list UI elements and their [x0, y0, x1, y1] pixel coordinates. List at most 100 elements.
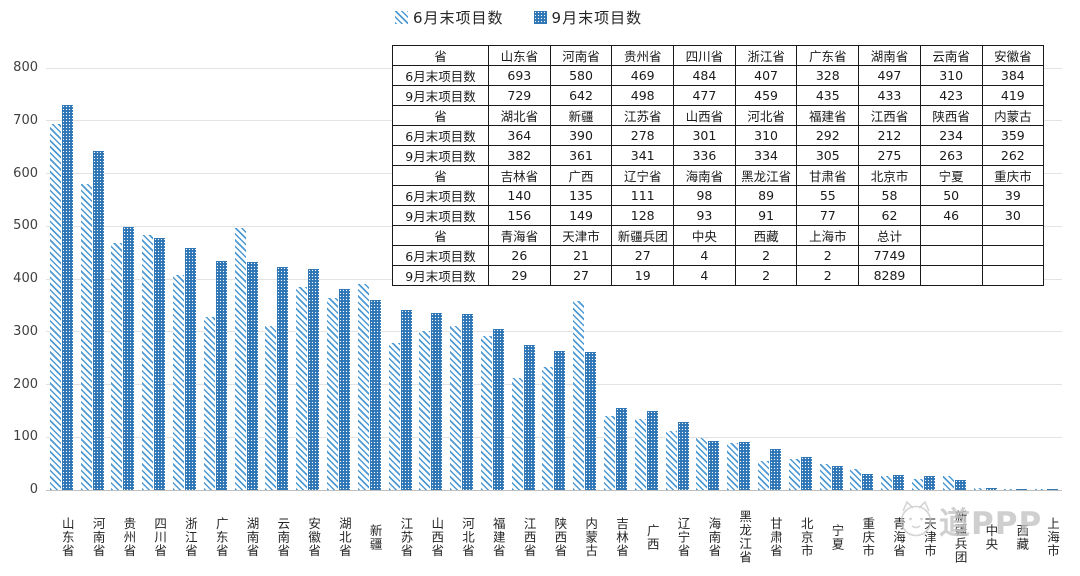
- table-row-header-cell: 6月末项目数: [392, 185, 489, 206]
- bar-sept: [954, 479, 966, 490]
- bar-june: [911, 478, 923, 490]
- bar-june: [388, 343, 400, 490]
- table-value-cell: 26: [488, 245, 551, 266]
- bar-group: 北京市: [785, 68, 816, 557]
- x-axis-category-label: 浙江省: [182, 516, 198, 558]
- table-row: 省吉林省 广西 辽宁省 海南省 黑龙江省 甘肃省 北京市 宁夏 重庆市: [392, 165, 1045, 186]
- table-value-cell: 93: [673, 205, 736, 226]
- x-axis-category-label: 河北省: [460, 516, 476, 558]
- y-axis-tick-label: 500: [13, 218, 38, 234]
- table-value-cell: 西藏: [734, 225, 798, 246]
- bar-group: 湖北省: [323, 68, 354, 557]
- bar-group: 宁夏: [816, 68, 847, 551]
- bar-sept: [492, 329, 504, 490]
- table-row-header-cell: 9月末项目数: [392, 265, 489, 286]
- table-row-header-cell: 省: [392, 105, 489, 126]
- bar-june: [881, 476, 893, 490]
- table-value-cell: 辽宁省: [611, 165, 675, 186]
- bar-group: 上海市: [1031, 68, 1062, 557]
- table-value-cell: 吉林省: [488, 165, 551, 186]
- table-row: 省青海省 天津市 新疆兵团 中央 西藏 上海市 总计: [392, 225, 1045, 246]
- bar-june: [942, 475, 954, 490]
- table-value-cell: 江西省: [858, 105, 921, 126]
- table-value-cell: 292: [796, 125, 860, 146]
- bar-june: [758, 461, 769, 490]
- table-value-cell: 陕西省: [919, 105, 983, 126]
- bar-sept: [185, 247, 197, 490]
- table-value-cell: 419: [981, 85, 1045, 106]
- x-axis-category-label: 上海市: [1044, 516, 1060, 558]
- bar-june: [234, 227, 246, 490]
- table-value-cell: 642: [549, 85, 613, 106]
- table-value-cell: 459: [734, 85, 798, 106]
- table-row: 9月末项目数 729 642 498 477 459 435 433 423 419: [392, 85, 1045, 106]
- bar-sept: [246, 261, 258, 490]
- table-row-header-cell: 6月末项目数: [392, 65, 489, 86]
- table-row-header-cell: 9月末项目数: [392, 205, 489, 226]
- data-table: 省山东省 河南省 贵州省 四川省 浙江省 广东省 湖南省 云南省 安徽省 6月末项目数 693 580…: [392, 45, 1045, 286]
- table-value-cell: [981, 225, 1045, 246]
- table-value-cell: 湖南省: [858, 45, 921, 66]
- table-value-cell: 29: [488, 265, 551, 286]
- table-value-cell: 58: [858, 185, 921, 206]
- bar-group: 河北省: [446, 68, 477, 557]
- bar-group: 山西省: [415, 68, 446, 557]
- table-row: 6月末项目数 364 390 278 301 310 292 212 234 359: [392, 125, 1045, 146]
- x-axis-category-label: 湖北省: [336, 516, 352, 558]
- table-value-cell: 55: [796, 185, 860, 206]
- table-value-cell: 4: [673, 245, 736, 266]
- table-value-cell: 重庆市: [981, 165, 1045, 186]
- table-value-cell: 总计: [858, 225, 921, 246]
- table-value-cell: 浙江省: [734, 45, 798, 66]
- x-axis-category-label: 广东省: [213, 516, 229, 558]
- table-value-cell: 580: [549, 65, 613, 86]
- bar-june: [296, 287, 308, 490]
- bar-sept: [831, 465, 843, 490]
- y-axis-tick-label: 300: [13, 323, 38, 339]
- bar-group: 云南省: [262, 68, 293, 557]
- table-value-cell: 341: [611, 145, 675, 166]
- x-axis-category-label: 四川省: [152, 516, 168, 558]
- bar-group: 安徽省: [292, 68, 323, 557]
- bar-june: [573, 300, 585, 490]
- bar-group: 福建省: [477, 68, 508, 557]
- x-axis-category-label: 福建省: [490, 516, 506, 558]
- table-row: 省湖北省 新疆 江苏省 山西省 河北省 福建省 江西省 陕西省 内蒙古: [392, 105, 1045, 126]
- bar-june: [203, 316, 215, 490]
- table-value-cell: 275: [858, 145, 921, 166]
- x-axis-category-label: 黑龙江省: [737, 510, 753, 564]
- table-value-cell: 310: [734, 125, 798, 146]
- x-axis-category-label: 新疆: [367, 523, 383, 551]
- y-axis-tick-label: 400: [13, 271, 38, 286]
- table-row-header-cell: 6月末项目数: [392, 245, 489, 266]
- bar-june: [49, 124, 61, 490]
- bar-group: 辽宁省: [662, 68, 693, 557]
- table-row: 6月末项目数 26 21 27 4 2 2 7749: [392, 245, 1045, 266]
- table-row: 6月末项目数 140 135 111 98 89 55 58 50 39: [392, 185, 1045, 206]
- table-value-cell: 海南省: [673, 165, 736, 186]
- bar-group: 江苏省: [385, 68, 416, 557]
- table-value-cell: 77: [796, 205, 860, 226]
- table-value-cell: 390: [549, 125, 613, 146]
- table-value-cell: 青海省: [488, 225, 551, 246]
- bar-sept: [400, 310, 412, 490]
- bar-june: [450, 326, 462, 490]
- table-value-cell: 山西省: [673, 105, 736, 126]
- x-axis-category-label: 江西省: [521, 516, 537, 558]
- table-value-cell: 2: [796, 245, 860, 266]
- x-axis-category-label: 甘肃省: [767, 516, 783, 558]
- table-value-cell: 21: [549, 245, 613, 266]
- table-value-cell: 2: [796, 265, 860, 286]
- x-axis-category-label: 陕西省: [552, 516, 568, 558]
- table-value-cell: [981, 265, 1045, 286]
- table-value-cell: 30: [981, 205, 1045, 226]
- bar-june: [788, 459, 800, 490]
- table-value-cell: 305: [796, 145, 860, 166]
- table-value-cell: 27: [611, 245, 675, 266]
- table-row: 6月末项目数 693 580 469 484 407 328 497 310 384: [392, 65, 1045, 86]
- bar-sept: [739, 442, 751, 490]
- table-row: 省山东省 河南省 贵州省 四川省 浙江省 广东省 湖南省 云南省 安徽省: [392, 45, 1045, 66]
- x-axis-category-label: 广西: [644, 523, 660, 551]
- table-value-cell: 广东省: [796, 45, 860, 66]
